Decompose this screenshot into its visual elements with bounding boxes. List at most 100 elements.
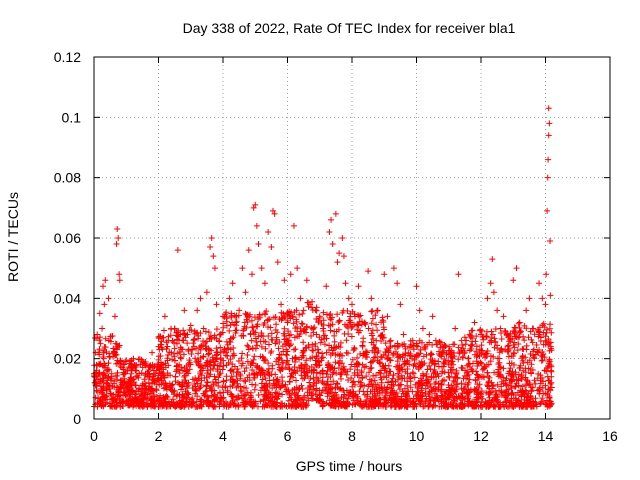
data-point xyxy=(382,362,389,369)
data-point xyxy=(296,311,303,318)
data-point xyxy=(386,356,393,363)
data-point xyxy=(276,351,283,358)
data-point xyxy=(228,373,235,380)
data-point xyxy=(174,332,181,339)
data-point xyxy=(279,403,286,410)
data-point xyxy=(461,334,468,341)
data-point xyxy=(433,392,440,399)
data-point xyxy=(357,401,364,408)
data-point xyxy=(282,314,289,321)
data-point xyxy=(256,365,263,372)
data-point xyxy=(424,366,431,373)
data-point xyxy=(451,341,458,348)
data-point xyxy=(477,326,484,333)
data-point xyxy=(153,386,160,393)
data-point xyxy=(283,351,290,358)
data-point xyxy=(437,388,444,395)
data-point xyxy=(505,353,512,360)
data-point xyxy=(377,353,384,360)
data-point xyxy=(513,397,520,404)
data-point xyxy=(361,382,368,389)
data-point xyxy=(110,345,117,352)
data-point xyxy=(464,368,471,375)
data-point xyxy=(452,383,459,390)
data-point xyxy=(528,361,535,368)
data-point xyxy=(176,370,183,377)
data-point xyxy=(205,351,212,358)
data-point xyxy=(337,375,344,382)
data-point xyxy=(325,382,332,389)
data-point xyxy=(539,395,546,402)
data-point xyxy=(411,398,418,405)
data-point xyxy=(265,332,272,339)
data-point xyxy=(286,312,293,319)
data-point xyxy=(406,361,413,368)
data-point xyxy=(262,387,269,394)
data-point xyxy=(265,323,272,330)
data-point xyxy=(445,396,452,403)
data-point xyxy=(248,394,255,401)
data-point xyxy=(380,324,387,331)
data-point xyxy=(418,381,425,388)
data-point xyxy=(498,330,505,337)
data-point xyxy=(494,307,501,314)
data-point xyxy=(396,386,403,393)
data-point xyxy=(94,388,101,395)
data-point xyxy=(261,396,268,403)
data-point xyxy=(387,396,394,403)
data-point xyxy=(340,394,347,401)
data-point xyxy=(349,393,356,400)
chart-title: Day 338 of 2022, Rate Of TEC Index for r… xyxy=(183,20,516,36)
data-point xyxy=(325,361,332,368)
data-point xyxy=(522,387,529,394)
data-point xyxy=(155,353,162,360)
data-point xyxy=(123,357,130,364)
data-point xyxy=(413,340,420,347)
data-point xyxy=(180,394,187,401)
data-point xyxy=(384,356,391,363)
data-point xyxy=(204,393,211,400)
data-point xyxy=(142,361,149,368)
data-point xyxy=(173,403,180,410)
data-point xyxy=(337,385,344,392)
data-point xyxy=(203,289,210,296)
data-point xyxy=(100,403,107,410)
data-point xyxy=(178,382,185,389)
data-point xyxy=(227,346,234,353)
data-point xyxy=(547,400,554,407)
data-point xyxy=(426,331,433,338)
data-point xyxy=(237,387,244,394)
data-point xyxy=(533,342,540,349)
x-tick-label: 0 xyxy=(90,428,98,444)
data-point xyxy=(105,360,112,367)
data-point xyxy=(369,332,376,339)
data-point xyxy=(339,309,346,316)
data-point xyxy=(319,403,326,410)
data-point xyxy=(520,346,527,353)
data-point xyxy=(539,295,546,302)
data-point xyxy=(191,336,198,343)
data-point xyxy=(172,373,179,380)
data-point xyxy=(178,346,185,353)
data-point xyxy=(537,400,544,407)
data-point xyxy=(343,371,350,378)
data-point xyxy=(547,321,554,328)
data-point xyxy=(359,343,366,350)
data-point xyxy=(317,392,324,399)
data-point xyxy=(324,378,331,385)
data-point xyxy=(96,351,103,358)
data-point xyxy=(446,393,453,400)
data-point xyxy=(496,387,503,394)
data-point xyxy=(344,308,351,315)
data-point xyxy=(255,316,262,323)
data-point xyxy=(512,391,519,398)
data-point xyxy=(355,378,362,385)
data-point xyxy=(268,244,275,251)
data-point xyxy=(431,357,438,364)
y-tick-label: 0.08 xyxy=(54,170,81,186)
data-point xyxy=(519,389,526,396)
data-point xyxy=(225,359,232,366)
data-point xyxy=(349,308,356,315)
data-point xyxy=(351,345,358,352)
data-point xyxy=(364,349,371,356)
